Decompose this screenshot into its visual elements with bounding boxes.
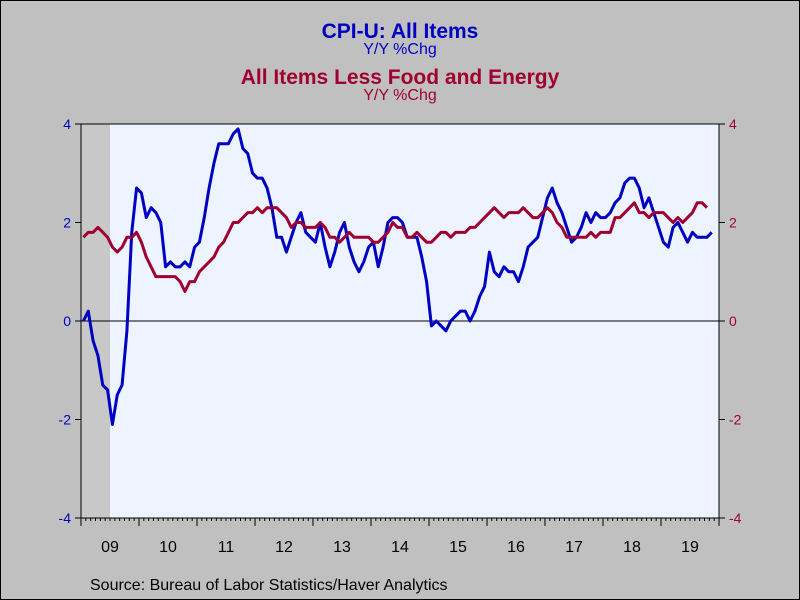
x-tick-label: 17 [565, 539, 583, 556]
y-tick-label-right: -2 [729, 412, 742, 428]
y-tick-label-right: 0 [729, 313, 737, 329]
x-tick-label: 15 [449, 539, 467, 556]
y-tick-label-left: -2 [59, 412, 72, 428]
series-line-cpi-all-items [82, 127, 713, 426]
y-tick-label-left: -4 [59, 510, 72, 526]
y-tick-label-left: 2 [63, 215, 71, 231]
source-note: Source: Bureau of Labor Statistics/Haver… [90, 577, 448, 594]
y-tick-label-right: 2 [729, 215, 737, 231]
x-tick-label: 14 [391, 539, 409, 556]
chart-subtitle-1: Y/Y %Chg [363, 41, 437, 58]
x-tick-label: 09 [101, 539, 119, 556]
y-tick-label-right: 4 [729, 116, 737, 132]
x-tick-label: 11 [218, 539, 235, 556]
x-tick-label: 18 [623, 539, 641, 556]
y-tick-label-left: 0 [63, 313, 71, 329]
y-tick-label-right: -4 [729, 510, 742, 526]
x-tick-label: 10 [159, 539, 177, 556]
chart-title-1: CPI-U: All Items [321, 20, 479, 43]
y-tick-label-left: 4 [63, 116, 71, 132]
chart-subtitle-2: Y/Y %Chg [363, 87, 437, 104]
x-tick-label: 12 [275, 539, 293, 556]
series-line-core-cpi [82, 201, 708, 293]
x-tick-label: 19 [681, 539, 699, 556]
x-tick-label: 16 [507, 539, 525, 556]
x-tick-label: 13 [333, 539, 351, 556]
chart-title-2: All Items Less Food and Energy [240, 66, 560, 89]
